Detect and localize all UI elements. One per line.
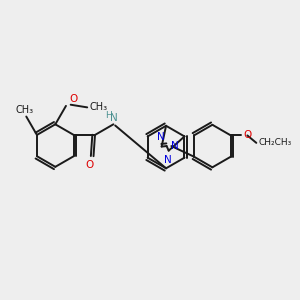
Text: O: O (69, 94, 77, 103)
Text: N: N (110, 113, 118, 123)
Text: O: O (85, 160, 94, 170)
Text: N: N (171, 141, 178, 151)
Text: CH₃: CH₃ (90, 102, 108, 112)
Text: N: N (157, 132, 165, 142)
Text: H: H (105, 111, 112, 120)
Text: N: N (164, 155, 172, 165)
Text: CH₂CH₃: CH₂CH₃ (259, 138, 292, 147)
Text: O: O (244, 130, 252, 140)
Text: CH₃: CH₃ (16, 105, 34, 115)
